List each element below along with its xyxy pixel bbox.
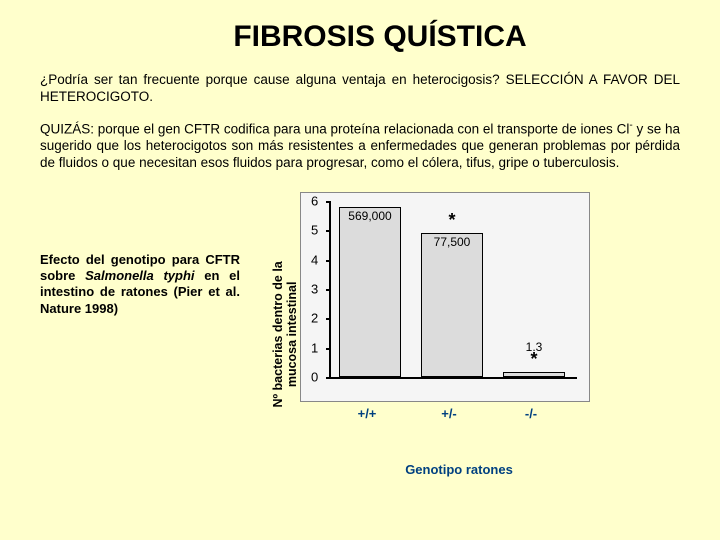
- xtick-label: +/-: [441, 406, 457, 421]
- ytick-label: 2: [311, 311, 318, 326]
- bar-value-label: 77,500: [434, 235, 471, 249]
- bar: [503, 372, 565, 377]
- ytick-label: 0: [311, 369, 318, 384]
- plot-area: 0123456569,00077,500*1.3*: [329, 201, 577, 379]
- content-row: Efecto del genotipo para CFTR sobre Salm…: [40, 192, 680, 477]
- ytick: [326, 201, 331, 203]
- chart-box: 0123456569,00077,500*1.3*: [300, 192, 590, 402]
- significance-star: *: [448, 210, 455, 231]
- ytick-label: 1: [311, 340, 318, 355]
- bar-value-label: 569,000: [348, 209, 391, 223]
- chart-group: Nº bacterias dentro de lamucosa intestin…: [270, 192, 680, 477]
- caption-italic: Salmonella typhi: [85, 268, 194, 283]
- ytick-label: 6: [311, 193, 318, 208]
- ytick-label: 4: [311, 252, 318, 267]
- ytick: [326, 348, 331, 350]
- x-axis-labels: +/+ +/- -/-: [300, 406, 590, 426]
- ylabel-wrap: Nº bacterias dentro de lamucosa intestin…: [270, 234, 300, 434]
- ytick: [326, 289, 331, 291]
- ytick: [326, 318, 331, 320]
- xtick-label: +/+: [358, 406, 377, 421]
- chart-caption: Efecto del genotipo para CFTR sobre Salm…: [40, 192, 240, 317]
- ytick-label: 5: [311, 223, 318, 238]
- bar: [339, 207, 401, 377]
- bar: [421, 233, 483, 376]
- paragraph-1: ¿Podría ser tan frecuente porque cause a…: [40, 72, 680, 106]
- chart-column: 0123456569,00077,500*1.3* +/++/--/- Geno…: [300, 192, 590, 477]
- ytick-label: 3: [311, 281, 318, 296]
- chart-xlabel: Genotipo ratones: [405, 462, 513, 477]
- ytick: [326, 377, 331, 379]
- xtick-label: -/-: [525, 406, 537, 421]
- significance-star: *: [530, 349, 537, 370]
- ytick: [326, 230, 331, 232]
- page-title: FIBROSIS QUÍSTICA: [40, 20, 680, 54]
- chart-ylabel: Nº bacterias dentro de lamucosa intestin…: [271, 261, 300, 407]
- ytick: [326, 260, 331, 262]
- paragraph-2: QUIZÁS: porque el gen CFTR codifica para…: [40, 120, 680, 172]
- para2-part-a: QUIZÁS: porque el gen CFTR codifica para…: [40, 121, 629, 136]
